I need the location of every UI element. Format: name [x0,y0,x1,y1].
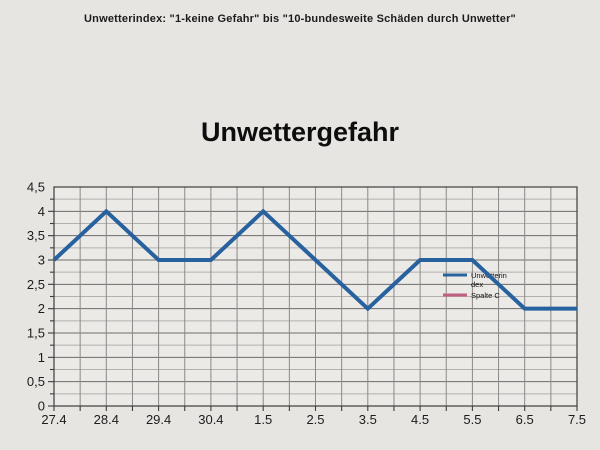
x-axis-label: 3.5 [359,412,377,427]
y-axis-label: 2,5 [27,277,45,292]
y-axis-label: 0 [38,399,45,414]
x-axis-label: 1.5 [254,412,272,427]
y-axis-label: 4 [38,204,45,219]
x-axis-label: 29.4 [146,412,171,427]
data-line-unwetterindex [52,208,577,312]
chart-title: Unwettergefahr [200,117,400,147]
y-axis-label: 3,5 [27,228,45,243]
chart-header-note: Unwetterindex: "1-keine Gefahr" bis "10-… [84,13,516,25]
x-axis-label: 28.4 [94,412,119,427]
x-axis-label: 5.5 [463,412,481,427]
x-axis-label: 6.5 [516,412,534,427]
x-axis-label: 4.5 [411,412,429,427]
legend-label: dex [471,280,483,289]
y-axis-label: 1,5 [27,326,45,341]
legend-label: Spalte C [471,291,500,300]
x-axis-label: 30.4 [198,412,223,427]
y-axis-label: 1 [38,350,45,365]
y-axis-label: 0,5 [27,374,45,389]
x-axis-label: 27.4 [41,412,66,427]
y-axis-label: 3 [38,253,45,268]
x-axis-label: 2.5 [306,412,324,427]
y-axis-label: 2 [38,301,45,316]
x-axis-label: 7.5 [568,412,586,427]
y-axis-label: 4,5 [27,180,45,195]
